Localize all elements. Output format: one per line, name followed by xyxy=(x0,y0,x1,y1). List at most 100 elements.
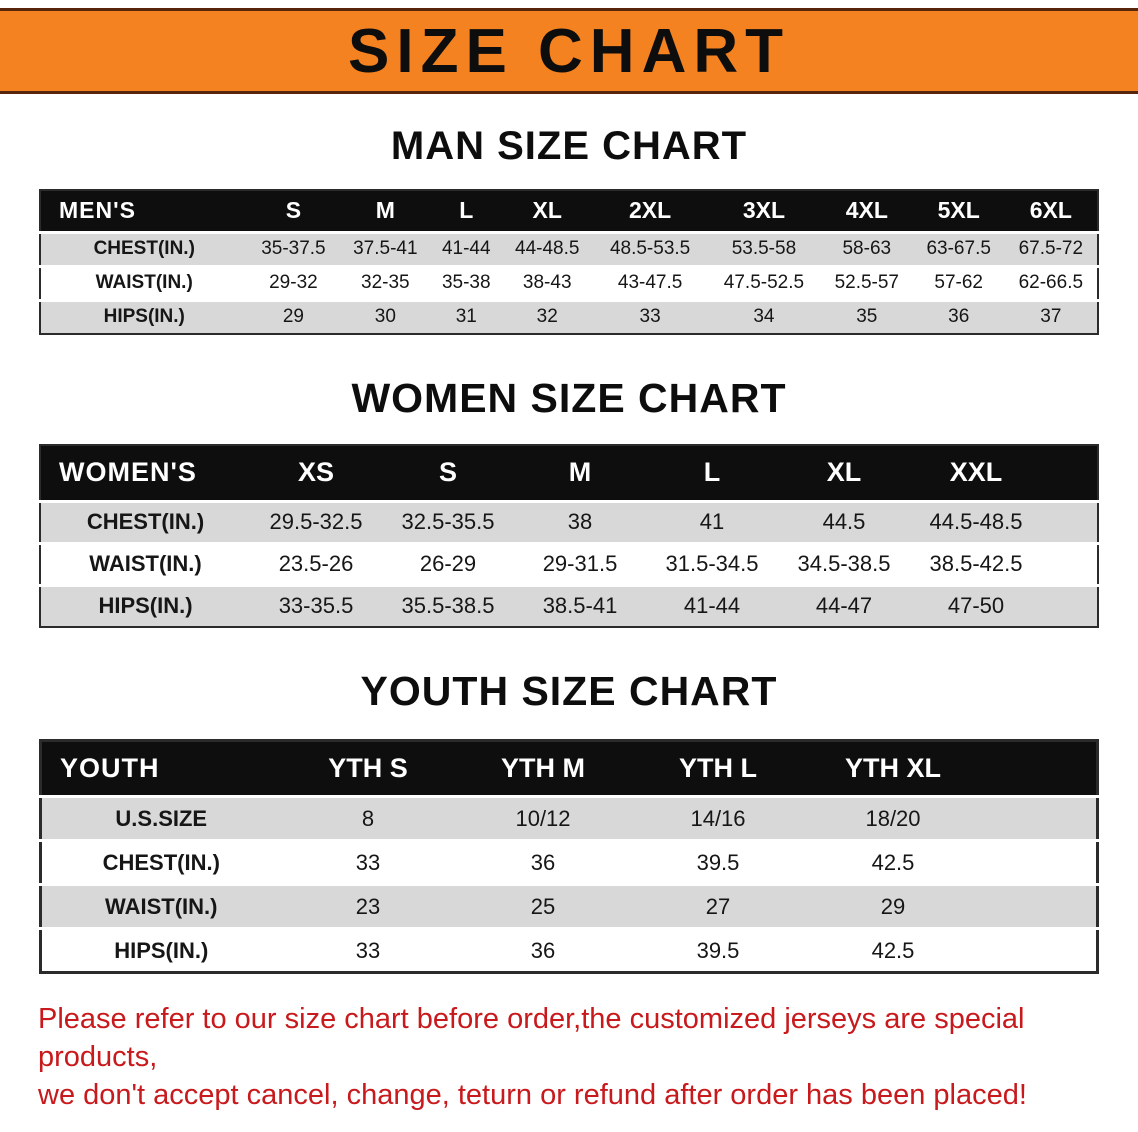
women-section-heading: WOMEN SIZE CHART xyxy=(351,375,787,421)
footer-note-line2: we don't accept cancel, change, teturn o… xyxy=(38,1079,1027,1111)
spacer-cell xyxy=(980,839,1098,885)
value-cell: 33 xyxy=(280,839,456,885)
value-cell: 33 xyxy=(593,298,708,334)
table-row: WAIST(IN.) 23.5-26 26-29 29-31.5 31.5-34… xyxy=(40,541,1098,585)
value-cell: 62-66.5 xyxy=(1004,264,1098,300)
table-row: HIPS(IN.) 33-35.5 35.5-38.5 38.5-41 41-4… xyxy=(40,583,1098,627)
row-label-cell: CHEST(IN.) xyxy=(40,230,248,266)
value-cell: 29 xyxy=(247,298,340,334)
value-cell: 47-50 xyxy=(910,583,1042,627)
value-cell: 33 xyxy=(280,927,456,973)
row-label-cell: HIPS(IN.) xyxy=(40,583,250,627)
men-section-heading: MAN SIZE CHART xyxy=(390,124,748,168)
value-cell: 31 xyxy=(431,298,502,334)
value-cell: 48.5-53.5 xyxy=(593,230,708,266)
value-cell: 29-31.5 xyxy=(514,541,646,585)
men-table-header-row: MEN'S S M L XL 2XL 3XL 4XL 5XL 6XL xyxy=(40,190,1098,234)
value-cell: 35-38 xyxy=(431,264,502,300)
value-cell: 35 xyxy=(820,298,913,334)
header-cell: L xyxy=(431,190,502,234)
table-row: U.S.SIZE 8 10/12 14/16 18/20 xyxy=(40,795,1098,841)
value-cell: 39.5 xyxy=(630,927,806,973)
table-row: WAIST(IN.) 23 25 27 29 xyxy=(40,883,1098,929)
spacer-cell xyxy=(1042,499,1098,543)
value-cell: 41 xyxy=(646,499,778,543)
table-row: CHEST(IN.) 33 36 39.5 42.5 xyxy=(40,839,1098,885)
value-cell: 35-37.5 xyxy=(247,230,340,266)
header-cell: XXL xyxy=(910,445,1042,503)
value-cell: 41-44 xyxy=(431,230,502,266)
header-cell: 5XL xyxy=(912,190,1005,234)
youth-table-header-row: YOUTH YTH S YTH M YTH L YTH XL xyxy=(40,740,1098,798)
value-cell: 30 xyxy=(339,298,432,334)
value-cell: 31.5-34.5 xyxy=(646,541,778,585)
header-cell: S xyxy=(382,445,514,503)
value-cell: 33-35.5 xyxy=(250,583,382,627)
value-cell: 23.5-26 xyxy=(250,541,382,585)
value-cell: 23 xyxy=(280,883,456,929)
banner: SIZE CHART xyxy=(0,8,1138,94)
value-cell: 27 xyxy=(630,883,806,929)
table-row: WAIST(IN.) 29-32 32-35 35-38 38-43 43-47… xyxy=(40,264,1098,300)
value-cell: 14/16 xyxy=(630,795,806,841)
spacer-cell xyxy=(1042,541,1098,585)
header-cell: YTH M xyxy=(455,740,631,798)
header-cell: L xyxy=(646,445,778,503)
page-title: SIZE CHART xyxy=(348,16,790,86)
value-cell: 57-62 xyxy=(912,264,1005,300)
value-cell: 52.5-57 xyxy=(820,264,913,300)
value-cell: 44-48.5 xyxy=(501,230,594,266)
value-cell: 43-47.5 xyxy=(593,264,708,300)
value-cell: 37 xyxy=(1004,298,1098,334)
value-cell: 32-35 xyxy=(339,264,432,300)
value-cell: 53.5-58 xyxy=(707,230,821,266)
footer-note-line1: Please refer to our size chart before or… xyxy=(38,1003,1025,1073)
header-cell: 3XL xyxy=(707,190,821,234)
header-cell: YTH L xyxy=(630,740,806,798)
spacer-cell xyxy=(1042,583,1098,627)
value-cell: 36 xyxy=(912,298,1005,334)
table-row: CHEST(IN.) 29.5-32.5 32.5-35.5 38 41 44.… xyxy=(40,499,1098,543)
value-cell: 10/12 xyxy=(455,795,631,841)
value-cell: 8 xyxy=(280,795,456,841)
youth-section-heading: YOUTH SIZE CHART xyxy=(360,668,778,714)
value-cell: 38.5-41 xyxy=(514,583,646,627)
value-cell: 63-67.5 xyxy=(912,230,1005,266)
value-cell: 29.5-32.5 xyxy=(250,499,382,543)
value-cell: 39.5 xyxy=(630,839,806,885)
table-row: CHEST(IN.) 35-37.5 37.5-41 41-44 44-48.5… xyxy=(40,230,1098,266)
header-cell: XS xyxy=(250,445,382,503)
men-size-table: MEN'S S M L XL 2XL 3XL 4XL 5XL 6XL CHEST… xyxy=(39,189,1099,335)
value-cell: 29 xyxy=(805,883,981,929)
header-cell: 6XL xyxy=(1004,190,1098,234)
row-label-cell: WAIST(IN.) xyxy=(40,883,281,929)
women-table-header-row: WOMEN'S XS S M L XL XXL xyxy=(40,445,1098,503)
table-row: HIPS(IN.) 29 30 31 32 33 34 35 36 37 xyxy=(40,298,1098,334)
row-label-cell: CHEST(IN.) xyxy=(40,839,281,885)
value-cell: 36 xyxy=(455,839,631,885)
men-table-corner-label: MEN'S xyxy=(40,190,248,234)
header-cell: YTH XL xyxy=(805,740,981,798)
value-cell: 32 xyxy=(501,298,594,334)
footer-note: Please refer to our size chart before or… xyxy=(38,1000,1138,1114)
spacer-cell xyxy=(980,883,1098,929)
value-cell: 38 xyxy=(514,499,646,543)
header-cell: YTH S xyxy=(280,740,456,798)
spacer-cell xyxy=(980,927,1098,973)
value-cell: 38.5-42.5 xyxy=(910,541,1042,585)
header-cell: M xyxy=(514,445,646,503)
row-label-cell: WAIST(IN.) xyxy=(40,541,250,585)
value-cell: 41-44 xyxy=(646,583,778,627)
row-label-cell: CHEST(IN.) xyxy=(40,499,250,543)
table-row: HIPS(IN.) 33 36 39.5 42.5 xyxy=(40,927,1098,973)
women-table-corner-label: WOMEN'S xyxy=(40,445,250,503)
header-cell: M xyxy=(339,190,432,234)
value-cell: 44.5-48.5 xyxy=(910,499,1042,543)
value-cell: 36 xyxy=(455,927,631,973)
spacer-cell xyxy=(1042,445,1098,503)
header-cell: XL xyxy=(501,190,594,234)
value-cell: 32.5-35.5 xyxy=(382,499,514,543)
row-label-cell: U.S.SIZE xyxy=(40,795,281,841)
women-size-table: WOMEN'S XS S M L XL XXL CHEST(IN.) 29.5-… xyxy=(39,444,1099,628)
value-cell: 38-43 xyxy=(501,264,594,300)
